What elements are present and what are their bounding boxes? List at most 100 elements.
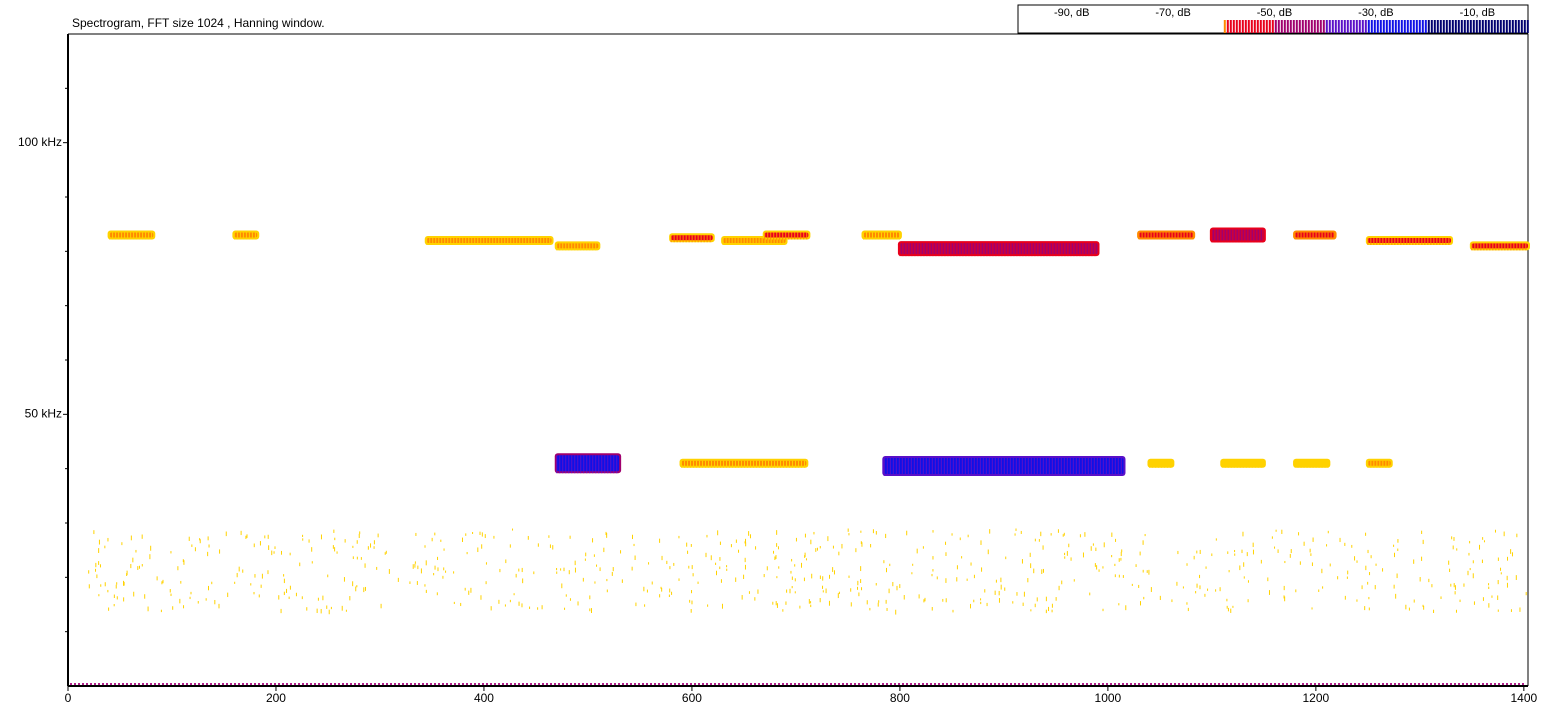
noise-dot <box>1453 537 1455 541</box>
noise-dot <box>1023 591 1025 597</box>
noise-dot <box>334 537 336 541</box>
noise-dot <box>669 588 671 593</box>
noise-dot <box>766 566 768 571</box>
noise-dot <box>1171 599 1173 603</box>
noise-dot <box>288 596 290 599</box>
noise-dot <box>922 546 924 549</box>
noise-dot <box>280 608 282 614</box>
noise-dot <box>322 595 324 601</box>
noise-dot <box>631 566 633 571</box>
noise-dot <box>1506 582 1508 588</box>
colorbar-step <box>1433 20 1436 33</box>
noise-dot <box>1252 549 1254 555</box>
noise-dot <box>810 604 812 608</box>
noise-dot <box>364 563 366 568</box>
noise-dot <box>885 599 887 604</box>
noise-dot <box>328 609 330 615</box>
noise-dot <box>1356 599 1358 602</box>
noise-dot <box>810 601 812 604</box>
noise-dot <box>1204 593 1206 597</box>
noise-dot <box>258 594 260 598</box>
colorbar-step <box>1526 20 1529 33</box>
noise-dot <box>1375 563 1377 566</box>
noise-dot <box>1143 596 1145 600</box>
noise-dot <box>816 547 818 551</box>
colorbar-step <box>1298 20 1301 33</box>
noise-dot <box>1299 561 1301 565</box>
noise-dot <box>803 577 805 582</box>
noise-dot <box>302 538 304 541</box>
noise-dot <box>745 538 747 543</box>
noise-dot <box>1090 546 1092 551</box>
noise-dot <box>289 585 291 590</box>
call <box>1147 458 1175 468</box>
noise-dot <box>1042 568 1044 573</box>
noise-dot <box>156 576 158 581</box>
noise-dot <box>782 609 784 612</box>
noise-dot <box>1494 529 1496 533</box>
noise-dot <box>889 563 891 567</box>
colorbar-step <box>1259 20 1262 33</box>
noise-dot <box>1207 588 1209 591</box>
noise-dot <box>1021 559 1023 564</box>
noise-dot <box>1329 563 1331 567</box>
noise-dot <box>741 595 743 600</box>
noise-dot <box>1467 570 1469 576</box>
noise-dot <box>191 544 193 547</box>
noise-dot <box>1344 542 1346 546</box>
noise-dot <box>211 581 213 585</box>
noise-dot <box>776 576 778 579</box>
colorbar-step <box>1475 20 1478 33</box>
noise-dot <box>440 539 442 542</box>
noise-dot <box>1369 572 1371 576</box>
noise-dot <box>100 584 102 587</box>
noise-dot <box>254 574 256 578</box>
noise-dot <box>612 567 614 572</box>
noise-dot <box>141 564 143 567</box>
noise-dot <box>1327 530 1329 534</box>
call-body <box>426 237 552 243</box>
noise-dot <box>794 564 796 567</box>
call <box>1293 458 1331 468</box>
noise-dot <box>344 539 346 543</box>
x-tick-label: 1000 <box>1095 691 1122 705</box>
noise-dot <box>113 604 115 607</box>
noise-dot <box>537 543 539 547</box>
noise-dot <box>888 588 890 594</box>
noise-dot <box>556 571 558 574</box>
noise-dot <box>1227 551 1229 554</box>
noise-dot <box>98 548 100 553</box>
colorbar-step <box>1397 20 1400 33</box>
noise-dot <box>1196 583 1198 588</box>
noise-dot <box>425 560 427 566</box>
noise-dot <box>271 550 273 556</box>
noise-dot <box>1497 557 1499 561</box>
noise-dot <box>1309 548 1311 553</box>
noise-dot <box>424 584 426 587</box>
noise-dot <box>549 544 551 548</box>
noise-dot <box>1322 586 1324 589</box>
noise-dot <box>775 555 777 559</box>
noise-dot <box>1041 569 1043 574</box>
call <box>861 230 902 240</box>
noise-dot <box>813 531 815 535</box>
noise-dot <box>924 597 926 602</box>
noise-dot <box>1472 573 1474 579</box>
colorbar-step <box>1301 20 1304 33</box>
noise-dot <box>858 592 860 597</box>
noise-dot <box>1454 585 1456 590</box>
noise-dot <box>356 556 358 560</box>
noise-dot <box>1347 570 1349 575</box>
noise-dot <box>98 539 100 545</box>
noise-dot <box>720 579 722 583</box>
noise-dot <box>945 578 947 583</box>
colorbar-step <box>1406 20 1409 33</box>
noise-dot <box>481 544 483 549</box>
noise-dot <box>1042 545 1044 550</box>
noise-dot <box>956 565 958 570</box>
noise-dot <box>825 588 827 594</box>
noise-dot <box>892 581 894 587</box>
noise-dot <box>149 554 151 560</box>
noise-dot <box>1177 550 1179 555</box>
noise-dot <box>748 591 750 594</box>
